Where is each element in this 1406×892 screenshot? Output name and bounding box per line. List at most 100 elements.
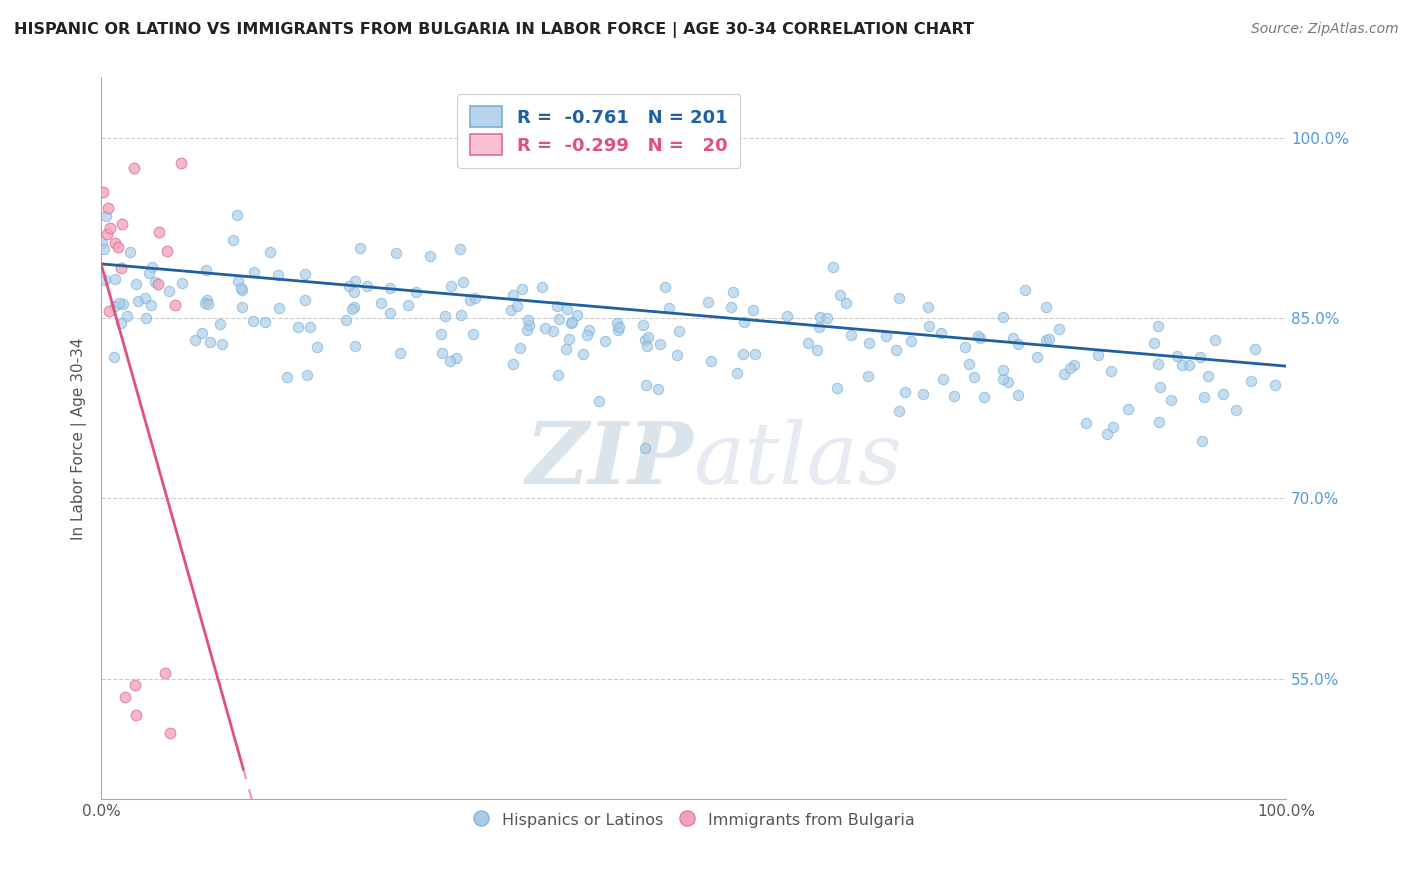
Point (1001, 331, 1024, 345)
Point (1243, 343, 1265, 357)
Point (98, 304, 121, 318)
Point (953, 340, 976, 354)
Point (396, 298, 419, 312)
Point (96, 209, 118, 223)
Point (887, 404, 910, 418)
Point (700, 353, 723, 368)
Point (1191, 434, 1213, 449)
Point (631, 318, 654, 332)
Point (931, 372, 953, 386)
Point (287, 320, 309, 334)
Point (231, 283, 253, 297)
Point (806, 343, 828, 357)
Point (243, 265, 266, 279)
Point (561, 315, 583, 329)
Point (636, 339, 658, 353)
Point (337, 279, 360, 293)
Point (335, 312, 357, 326)
Point (380, 281, 402, 295)
Point (1188, 350, 1211, 364)
Point (111, 217, 134, 231)
Point (165, 298, 187, 312)
Point (506, 300, 529, 314)
Point (97, 201, 120, 215)
Point (742, 303, 765, 318)
Point (155, 665, 177, 680)
Point (463, 326, 485, 341)
Point (943, 389, 966, 403)
Point (148, 225, 170, 239)
Legend: Hispanics or Latinos, Immigrants from Bulgaria: Hispanics or Latinos, Immigrants from Bu… (467, 805, 921, 835)
Point (138, 266, 160, 280)
Point (1147, 416, 1170, 430)
Point (450, 308, 472, 322)
Point (1212, 387, 1234, 401)
Point (1225, 403, 1247, 417)
Point (388, 346, 411, 360)
Point (103, 272, 125, 286)
Point (143, 275, 166, 289)
Point (578, 323, 600, 337)
Point (516, 313, 538, 327)
Point (993, 372, 1015, 386)
Point (90, 235, 112, 250)
Point (893, 384, 915, 399)
Point (560, 316, 582, 330)
Point (103, 350, 125, 364)
Point (197, 297, 219, 311)
Point (108, 296, 131, 310)
Point (222, 233, 245, 247)
Point (543, 324, 565, 338)
Point (858, 369, 880, 384)
Point (825, 381, 848, 395)
Point (517, 318, 540, 332)
Point (576, 327, 599, 342)
Point (634, 378, 657, 392)
Point (141, 260, 163, 275)
Point (1166, 349, 1188, 363)
Point (124, 678, 146, 692)
Point (808, 320, 831, 334)
Point (1097, 427, 1119, 442)
Point (1264, 378, 1286, 392)
Point (991, 310, 1014, 324)
Point (111, 297, 134, 311)
Point (555, 302, 578, 317)
Point (723, 285, 745, 299)
Point (839, 327, 862, 342)
Point (917, 300, 939, 314)
Point (1147, 358, 1170, 372)
Point (1143, 336, 1166, 351)
Point (1059, 360, 1081, 375)
Point (226, 274, 249, 288)
Point (451, 275, 474, 289)
Point (226, 208, 249, 222)
Point (305, 340, 328, 354)
Point (634, 333, 657, 347)
Point (502, 288, 524, 302)
Point (294, 267, 316, 281)
Point (1038, 333, 1060, 347)
Point (96, 227, 118, 241)
Point (229, 281, 252, 295)
Point (356, 279, 378, 293)
Point (104, 236, 127, 251)
Point (557, 332, 579, 346)
Point (211, 337, 233, 351)
Text: HISPANIC OR LATINO VS IMMIGRANTS FROM BULGARIA IN LABOR FORCE | AGE 30-34 CORREL: HISPANIC OR LATINO VS IMMIGRANTS FROM BU… (14, 22, 974, 38)
Point (434, 309, 457, 323)
Point (298, 320, 321, 334)
Point (104, 299, 127, 313)
Y-axis label: In Labor Force | Age 30-34: In Labor Force | Age 30-34 (72, 337, 87, 540)
Point (821, 260, 844, 275)
Point (501, 302, 523, 317)
Point (259, 245, 281, 260)
Point (509, 341, 531, 355)
Point (502, 357, 524, 371)
Text: ZIP: ZIP (526, 418, 693, 501)
Point (127, 294, 149, 309)
Point (380, 306, 402, 320)
Point (91, 185, 114, 199)
Point (666, 348, 689, 362)
Point (405, 285, 427, 299)
